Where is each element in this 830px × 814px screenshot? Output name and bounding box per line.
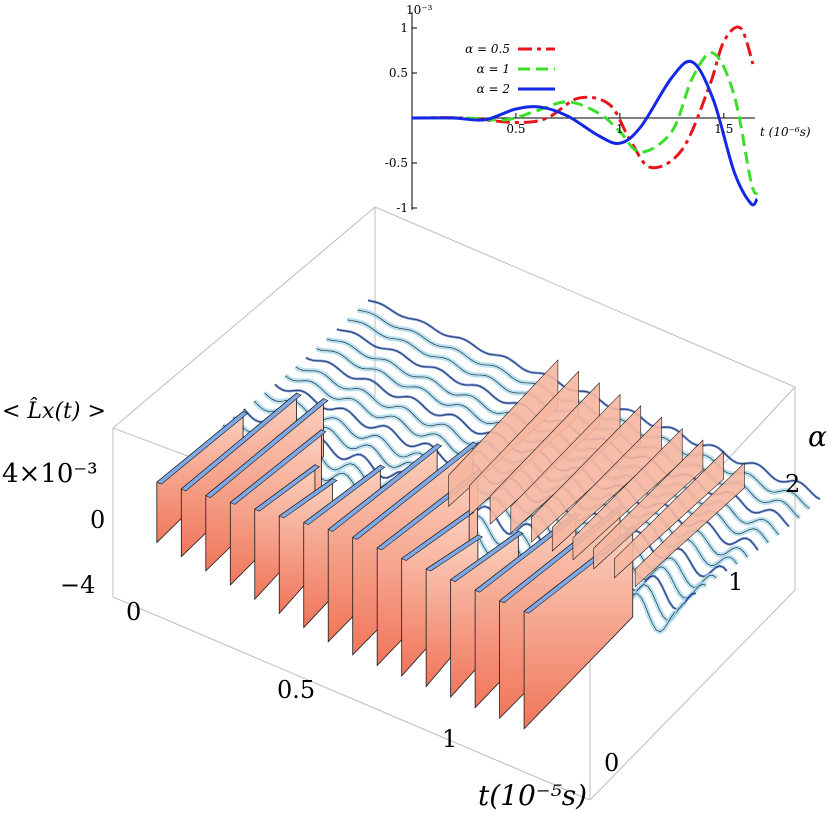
z-scale-label: 4×10⁻³	[2, 459, 98, 489]
surface-fin-top	[254, 464, 321, 512]
inset-axes	[411, 12, 755, 210]
surface-fin-top	[278, 478, 338, 519]
surface-fin-top	[425, 534, 484, 572]
surface-back-ridge	[593, 439, 704, 570]
inset-y-tick-label: 0.5	[389, 66, 408, 80]
surface-back-ridge	[572, 427, 683, 561]
y-tick-1: 1	[728, 568, 743, 596]
z-axis-label: < L̂x(t) >	[2, 398, 106, 424]
surface-back-ridge	[634, 462, 745, 588]
surface-plot: < L̂x(t) > 4×10⁻³ 0 −4 0 0.5 1 t(10⁻⁵s) …	[2, 206, 827, 812]
inset-series	[411, 25, 759, 207]
x-tick-0: 0	[126, 598, 141, 626]
y-tick-2: 2	[785, 470, 800, 498]
z-tick-neg4: −4	[60, 571, 95, 599]
y-tick-0: 0	[604, 749, 619, 777]
surface-back-ridge	[551, 416, 662, 552]
inset-series-line-2	[411, 59, 759, 207]
legend-label-0: α = 0.5	[465, 42, 510, 56]
legend-label-1: α = 1	[477, 62, 510, 76]
inset-x-tick-label: 0.5	[506, 122, 525, 136]
surface-fins	[156, 359, 745, 730]
y-axis-label: α	[808, 420, 827, 453]
inset-y-tick-label: -1	[396, 201, 408, 215]
inset-series-line-1	[411, 51, 759, 196]
x-axis-label: t(10⁻⁵s)	[478, 779, 587, 812]
inset-y-tick-label: 1	[400, 21, 408, 35]
surface-back-ridge	[614, 450, 724, 579]
z-tick-0: 0	[90, 506, 105, 534]
inset-x-tick-label: 1.5	[714, 122, 733, 136]
inset-y-scale-label: 10⁻³	[406, 3, 433, 17]
inset-y-tick-label: -0.5	[385, 156, 408, 170]
x-tick-1: 1	[442, 725, 457, 753]
surface-fin-top	[352, 441, 479, 540]
inset-plot: 10⁻³ t (10⁻⁶s) α = 0.5 α = 1 α = 2 1 0.5 -0.…	[385, 3, 811, 215]
surface-fin-top	[205, 398, 329, 499]
surface-fin-top	[327, 443, 443, 532]
surface-fin-top	[450, 530, 524, 582]
surface-fin-top	[180, 392, 302, 492]
surface-fin-top	[303, 464, 386, 526]
inset-series-line-0	[411, 25, 755, 170]
inset-x-tick-label: 1	[616, 122, 624, 136]
legend-label-2: α = 2	[477, 82, 510, 96]
surface-fin-top	[156, 411, 249, 485]
surface-fin-top	[401, 510, 475, 561]
x-tick-0.5: 0.5	[277, 676, 315, 704]
surface-fin-top	[229, 429, 327, 505]
inset-x-axis-label: t (10⁻⁶s)	[760, 125, 811, 139]
inset-legend: α = 0.5 α = 1 α = 2	[465, 42, 555, 96]
